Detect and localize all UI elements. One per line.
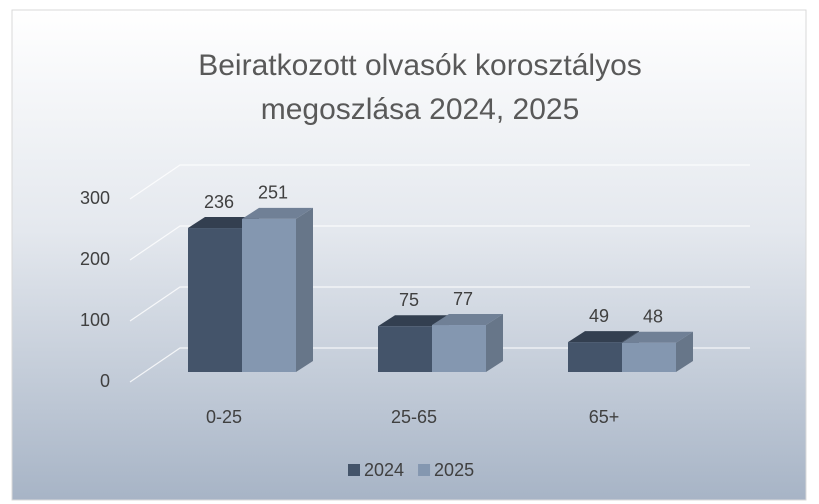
x-tick-label: 25-65 <box>391 407 437 427</box>
data-label: 48 <box>643 306 663 326</box>
bar <box>188 228 242 372</box>
data-label: 49 <box>589 306 609 326</box>
bar-top <box>622 331 693 343</box>
bar-side <box>486 314 503 372</box>
grid-line <box>129 347 750 383</box>
bar-side <box>676 331 693 372</box>
bar-top <box>188 217 259 229</box>
bar <box>622 342 676 372</box>
bar-top <box>242 207 313 219</box>
y-tick-label: 100 <box>80 310 110 330</box>
legend-label: 2025 <box>434 460 474 480</box>
chart-background <box>11 9 807 501</box>
bar <box>242 218 296 372</box>
y-tick-label: 300 <box>80 188 110 208</box>
bar-top <box>432 314 503 326</box>
data-label: 251 <box>258 183 288 203</box>
legend-swatch <box>348 464 360 476</box>
bar <box>432 325 486 372</box>
x-tick-label: 65+ <box>589 407 620 427</box>
grid-line <box>129 225 750 261</box>
bar <box>378 326 432 372</box>
y-tick-label: 0 <box>100 371 110 391</box>
legend-swatch <box>418 464 431 476</box>
y-tick-label: 200 <box>80 249 110 269</box>
bar-top <box>568 331 639 343</box>
x-tick-label: 0-25 <box>206 407 242 427</box>
grid-line <box>129 164 750 200</box>
legend-label: 2024 <box>364 460 404 480</box>
data-label: 236 <box>204 192 234 212</box>
bar-side <box>296 207 313 372</box>
bar <box>568 342 622 372</box>
chart-title: Beiratkozott olvasók korosztályos megosz… <box>198 49 642 126</box>
data-label: 77 <box>453 289 473 309</box>
bar-top <box>378 315 449 327</box>
grid-line <box>129 286 750 322</box>
data-label: 75 <box>399 290 419 310</box>
